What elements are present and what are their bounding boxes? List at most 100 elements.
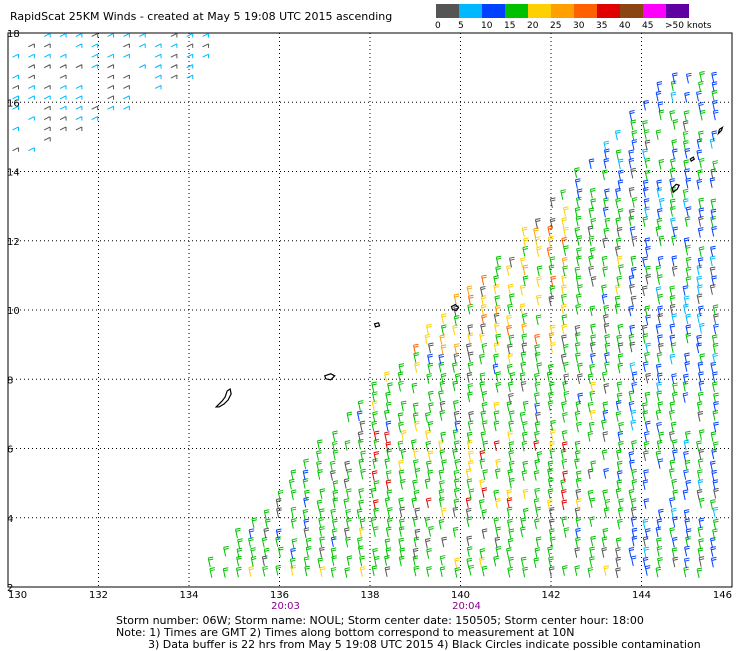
wind-barb — [642, 410, 649, 421]
wind-barb — [684, 216, 691, 228]
wind-barb — [712, 441, 719, 452]
wind-barb — [642, 216, 649, 227]
wind-barb — [699, 353, 705, 364]
wind-barb — [495, 381, 501, 393]
wind-barb — [643, 441, 650, 452]
wind-barb — [562, 265, 568, 277]
wind-barb — [631, 235, 638, 247]
wind-barb — [710, 431, 717, 442]
latitude-label: 8 — [7, 375, 13, 386]
wind-barb — [385, 526, 392, 538]
wind-barb — [508, 293, 515, 304]
wind-barb — [669, 206, 676, 217]
wind-barb — [481, 342, 488, 354]
wind-barb — [604, 498, 611, 510]
wind-barb — [670, 507, 677, 519]
wind-barb — [386, 489, 393, 501]
wind-barb — [615, 547, 621, 558]
wind-barb — [548, 391, 554, 403]
wind-barb — [303, 556, 310, 567]
wind-barb — [493, 440, 500, 452]
wind-barb — [534, 402, 540, 414]
wind-barb — [385, 441, 392, 452]
wind-barb — [519, 284, 526, 296]
wind-barb — [521, 470, 528, 481]
wind-barb — [628, 149, 634, 161]
wind-barb — [712, 371, 718, 382]
wind-barb — [644, 305, 651, 317]
wind-barb — [549, 341, 556, 353]
wind-barb — [400, 430, 407, 441]
wind-barb — [467, 391, 473, 403]
wind-barb — [494, 498, 501, 509]
wind-barb — [466, 478, 473, 489]
wind-barb — [519, 411, 526, 423]
wind-barb — [645, 342, 651, 354]
colorbar-tick-label: 20 — [527, 21, 539, 31]
wind-barb — [454, 459, 461, 470]
wind-barb — [43, 105, 51, 111]
wind-barb — [521, 226, 528, 238]
wind-barb — [479, 372, 486, 384]
wind-barb — [506, 264, 512, 276]
wind-barb — [493, 517, 500, 528]
wind-barb — [710, 208, 717, 220]
wind-barb — [668, 430, 675, 442]
wind-barb — [520, 257, 526, 268]
wind-barb — [523, 237, 529, 248]
wind-barb — [466, 557, 473, 569]
wind-barb — [588, 235, 595, 247]
wind-barb — [696, 567, 703, 579]
wind-barb — [549, 324, 556, 336]
wind-barb — [520, 361, 526, 373]
longitude-label: 140 — [451, 590, 470, 601]
wind-barb — [698, 497, 705, 509]
wind-barb — [453, 498, 460, 510]
wind-barb — [587, 373, 594, 384]
wind-barb — [479, 449, 486, 461]
wind-barb — [506, 497, 513, 508]
wind-barb — [604, 361, 610, 373]
wind-barb — [466, 516, 472, 527]
wind-barb — [414, 467, 421, 479]
wind-barb — [696, 401, 703, 412]
wind-barb — [237, 538, 243, 549]
wind-barb — [519, 303, 526, 314]
wind-barb — [438, 497, 445, 508]
wind-barb — [628, 157, 635, 169]
wind-barb — [428, 402, 434, 413]
wind-barb — [123, 84, 130, 90]
wind-barb — [303, 527, 310, 538]
wind-barb — [575, 215, 582, 227]
wind-barb — [672, 382, 678, 394]
wind-barb — [43, 64, 51, 69]
wind-barb — [642, 256, 648, 268]
wind-barb — [656, 187, 663, 198]
wind-barb — [319, 546, 325, 558]
wind-barb — [696, 440, 702, 451]
wind-barb — [425, 497, 432, 509]
wind-barb — [534, 333, 540, 345]
wind-barb — [508, 477, 515, 489]
wind-barb — [709, 138, 716, 149]
wind-barb — [467, 383, 473, 394]
wind-barb — [43, 126, 51, 131]
wind-barb — [276, 507, 282, 519]
wind-barb — [508, 528, 515, 540]
wind-barb — [424, 478, 431, 490]
wind-barb — [290, 489, 297, 501]
wind-barb — [643, 498, 650, 509]
wind-barb — [468, 450, 474, 462]
wind-barb — [684, 352, 690, 364]
wind-barb — [670, 158, 676, 169]
wind-barb — [387, 507, 393, 518]
wind-barb — [494, 468, 501, 479]
wind-barb — [615, 567, 621, 579]
wind-barb — [672, 556, 678, 568]
wind-barb — [684, 518, 691, 529]
wind-barb — [481, 487, 488, 498]
wind-barb-swath — [12, 33, 719, 579]
wind-barb — [602, 314, 609, 325]
wind-barb — [669, 110, 675, 121]
wind-barb — [170, 43, 178, 48]
